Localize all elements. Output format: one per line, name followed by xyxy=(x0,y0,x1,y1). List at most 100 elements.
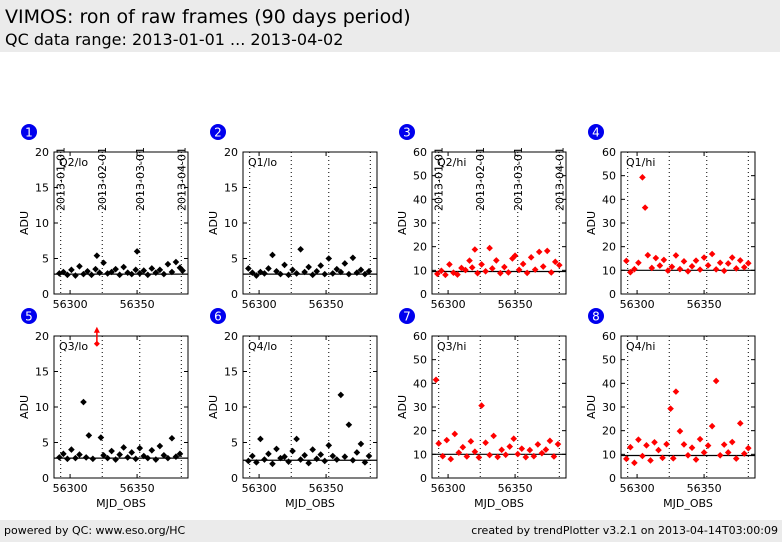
y-tick-label: 0 xyxy=(231,472,238,485)
data-point xyxy=(265,265,272,272)
date-label: 2013-01-01 xyxy=(433,147,446,211)
data-point xyxy=(92,265,99,273)
data-point xyxy=(249,269,256,276)
data-point xyxy=(104,454,111,462)
data-point xyxy=(631,459,638,467)
data-point xyxy=(179,267,186,274)
data-point xyxy=(148,265,156,272)
subplot-5: 0 5 10 15 20 56300 56350 ADU MJD_OBS Q3/lo 5 xyxy=(18,308,189,510)
data-point xyxy=(551,258,559,266)
data-point xyxy=(172,453,180,460)
badge-circle xyxy=(21,308,37,324)
data-point xyxy=(136,270,144,277)
data-point xyxy=(333,265,341,273)
data-point xyxy=(468,264,476,271)
data-point xyxy=(475,454,483,461)
data-point xyxy=(64,455,71,463)
data-point xyxy=(297,245,304,253)
data-point xyxy=(728,254,736,261)
data-point xyxy=(309,446,316,453)
data-point xyxy=(80,270,87,278)
y-tick-label: 10 xyxy=(224,401,238,414)
data-point xyxy=(648,264,656,272)
data-point xyxy=(542,446,550,453)
data-point xyxy=(643,442,650,449)
data-point xyxy=(696,435,704,443)
y-tick-label: 30 xyxy=(413,217,427,230)
y-tick-label: 10 xyxy=(602,448,616,461)
data-point xyxy=(265,450,272,458)
y-tick-label: 5 xyxy=(42,437,49,450)
data-point xyxy=(148,447,156,454)
data-point xyxy=(539,263,547,270)
data-point xyxy=(443,436,451,444)
data-point xyxy=(68,446,75,453)
x-tick-label: 56350 xyxy=(498,298,533,311)
y-tick-label: 5 xyxy=(42,253,49,266)
date-label: 2013-01-01 xyxy=(55,147,68,211)
data-point xyxy=(72,454,79,462)
data-point xyxy=(253,272,260,279)
data-point xyxy=(82,454,90,461)
subplot-6: 0 5 10 15 20 56300 56350 ADU MJD_OBS Q4/lo 6 xyxy=(207,308,378,510)
page-subtitle: QC data range: 2013-01-01 ... 2013-04-02 xyxy=(5,30,344,49)
data-point xyxy=(60,450,67,458)
data-point xyxy=(168,268,176,276)
badge-circle xyxy=(210,124,226,140)
x-tick-label: 56350 xyxy=(120,298,155,311)
data-point xyxy=(357,440,365,448)
data-point xyxy=(660,256,668,264)
x-tick-label: 56300 xyxy=(431,298,466,311)
data-point xyxy=(676,265,684,273)
data-point xyxy=(455,449,463,456)
data-point xyxy=(164,260,172,268)
data-point xyxy=(112,456,119,463)
data-point xyxy=(104,270,111,277)
data-point xyxy=(84,267,91,275)
data-point xyxy=(289,447,296,455)
data-point xyxy=(652,254,660,262)
y-axis-label: ADU xyxy=(18,211,31,235)
data-point xyxy=(249,452,256,460)
header-bar: VIMOS: ron of raw frames (90 days period… xyxy=(0,0,780,52)
panel-label: Q2/hi xyxy=(437,156,466,169)
x-axis-label: MJD_OBS xyxy=(663,497,713,510)
data-point xyxy=(527,254,535,261)
data-point xyxy=(680,441,688,448)
data-point xyxy=(305,263,312,271)
data-point xyxy=(668,263,676,271)
data-point xyxy=(447,455,455,463)
data-point xyxy=(301,451,308,459)
plot-frame xyxy=(242,151,378,295)
y-tick-label: 20 xyxy=(35,330,49,343)
data-point xyxy=(667,405,674,412)
y-tick-label: 20 xyxy=(35,146,49,159)
badge-number: 2 xyxy=(214,126,222,140)
data-point xyxy=(245,457,252,465)
data-point xyxy=(676,427,684,435)
date-label: 2013-02-01 xyxy=(474,147,487,211)
x-tick-label: 56350 xyxy=(687,298,722,311)
x-tick-label: 56350 xyxy=(309,482,344,495)
data-point xyxy=(446,261,453,268)
subplot-2: 0 5 10 15 20 56300 56350 ADU Q1/lo 2 xyxy=(207,124,378,311)
y-tick-label: 60 xyxy=(602,330,616,343)
data-point xyxy=(321,270,329,278)
data-point xyxy=(451,430,459,438)
data-point xyxy=(156,266,164,274)
data-point xyxy=(647,457,654,464)
data-point xyxy=(543,247,551,255)
data-point xyxy=(623,257,630,265)
data-point xyxy=(442,271,449,279)
x-tick-label: 56300 xyxy=(242,298,277,311)
data-point xyxy=(700,254,708,261)
badge-circle xyxy=(588,308,604,324)
x-tick-label: 56350 xyxy=(309,298,344,311)
x-tick-label: 56350 xyxy=(498,482,533,495)
y-tick-label: 15 xyxy=(35,366,49,379)
data-point xyxy=(631,265,638,273)
y-tick-label: 20 xyxy=(413,241,427,254)
data-point xyxy=(511,252,519,259)
data-point xyxy=(345,270,353,278)
badge-number: 5 xyxy=(25,310,33,324)
